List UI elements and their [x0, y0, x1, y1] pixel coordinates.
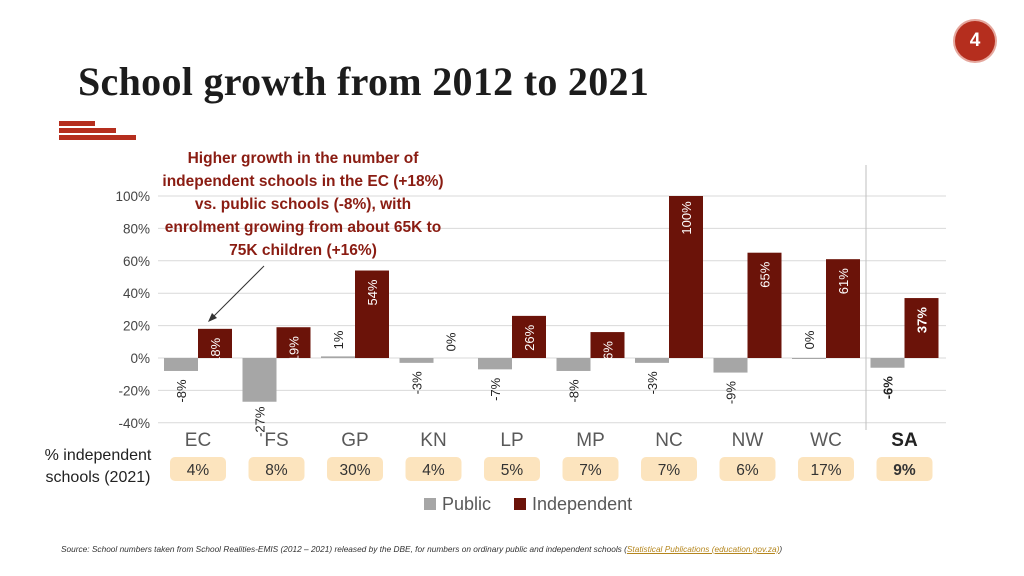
legend-label-public: Public [442, 494, 491, 514]
bar-public-wc [792, 358, 826, 359]
share-value-kn: 4% [422, 462, 445, 479]
data-label-independent-wc: 61% [836, 268, 851, 294]
y-tick-label: -20% [118, 383, 150, 398]
category-label-gp: GP [341, 430, 368, 451]
share-box-mp [562, 457, 619, 481]
independent-share-label: % independent schools (2021) [44, 447, 152, 486]
data-label-independent-gp: 54% [365, 279, 380, 305]
category-label-ec: EC [185, 430, 211, 451]
data-label-independent-sa: 37% [915, 307, 930, 333]
bar-public-kn [399, 358, 434, 363]
data-label-independent-nc: 100% [679, 201, 694, 235]
data-label-public-fs: -27% [253, 406, 268, 437]
share-value-ec: 4% [187, 462, 210, 479]
share-value-wc: 17% [810, 462, 841, 479]
share-box-wc [798, 457, 854, 481]
share-box-sa [876, 457, 933, 481]
share-value-sa: 9% [893, 462, 916, 479]
data-label-independent-fs: 19% [287, 336, 302, 362]
bar-public-nw [713, 358, 748, 373]
data-label-independent-mp: 16% [601, 341, 616, 367]
y-tick-label: -40% [118, 416, 150, 431]
y-tick-label: 40% [123, 286, 150, 301]
data-label-public-ec: -8% [174, 379, 189, 403]
y-tick-label: 20% [123, 319, 150, 334]
bar-independent-gp [355, 270, 389, 358]
data-label-independent-nw: 65% [758, 261, 773, 287]
category-label-lp: LP [500, 430, 523, 451]
y-tick-label: 80% [123, 221, 150, 236]
category-label-nc: NC [655, 430, 682, 451]
bar-public-ec [164, 358, 198, 371]
bar-independent-nw [747, 252, 782, 358]
bar-public-gp [321, 356, 355, 358]
category-label-sa: SA [891, 430, 918, 451]
bar-independent-wc [826, 259, 860, 358]
data-label-public-nc: -3% [645, 371, 660, 395]
bar-independent-fs [276, 327, 311, 358]
bar-public-nc [635, 358, 669, 363]
bar-public-fs [242, 358, 277, 402]
data-label-public-mp: -8% [567, 379, 582, 403]
bar-public-lp [478, 358, 512, 370]
y-tick-label: 60% [123, 254, 150, 269]
share-value-nw: 6% [736, 462, 759, 479]
data-label-public-gp: 1% [331, 330, 346, 349]
callout-text: Higher growth in the number of independe… [162, 150, 444, 259]
page-title: School growth from 2012 to 2021 [78, 59, 650, 104]
source-link[interactable]: Statistical Publications (education.gov.… [626, 544, 780, 554]
data-label-independent-kn: 0% [444, 332, 459, 351]
bar-public-sa [870, 358, 905, 368]
bar-independent-mp [590, 332, 625, 358]
share-value-lp: 5% [501, 462, 524, 479]
bar-independent-nc [669, 196, 703, 358]
category-label-mp: MP [576, 430, 605, 451]
share-box-nc [641, 457, 697, 481]
share-value-mp: 7% [579, 462, 602, 479]
share-box-ec [170, 457, 226, 481]
legend-swatch-independent [514, 498, 526, 510]
category-label-kn: KN [420, 430, 446, 451]
source-text: Source: School numbers taken from School… [61, 544, 627, 554]
source-note: Source: School numbers taken from School… [61, 544, 782, 554]
bar-independent-ec [198, 328, 232, 358]
category-label-fs: FS [264, 430, 288, 451]
category-label-wc: WC [810, 430, 842, 451]
category-label-nw: NW [732, 430, 764, 451]
data-label-public-lp: -7% [488, 377, 503, 401]
data-label-public-sa: -6% [881, 376, 896, 400]
bar-independent-sa [904, 298, 939, 358]
share-value-gp: 30% [339, 462, 370, 479]
bar-independent-lp [512, 315, 546, 358]
bar-public-mp [556, 358, 591, 371]
y-tick-label: 0% [130, 351, 150, 366]
legend-swatch-public [424, 498, 436, 510]
callout-arrow-head [208, 313, 217, 322]
page-number-badge: 4 [955, 21, 995, 61]
data-label-public-wc: 0% [802, 330, 817, 349]
share-box-nw [719, 457, 776, 481]
share-value-fs: 8% [265, 462, 288, 479]
callout-arrow [213, 265, 265, 317]
legend-label-independent: Independent [532, 494, 632, 514]
share-value-nc: 7% [658, 462, 681, 479]
share-box-lp [484, 457, 540, 481]
data-label-public-kn: -3% [410, 371, 425, 395]
data-label-public-nw: -9% [724, 381, 739, 405]
data-label-independent-lp: 26% [522, 324, 537, 350]
share-box-kn [405, 457, 462, 481]
data-label-independent-ec: 18% [208, 337, 223, 363]
share-box-gp [327, 457, 383, 481]
y-tick-label: 100% [115, 189, 150, 204]
source-suffix: ) [779, 544, 783, 554]
share-box-fs [248, 457, 305, 481]
